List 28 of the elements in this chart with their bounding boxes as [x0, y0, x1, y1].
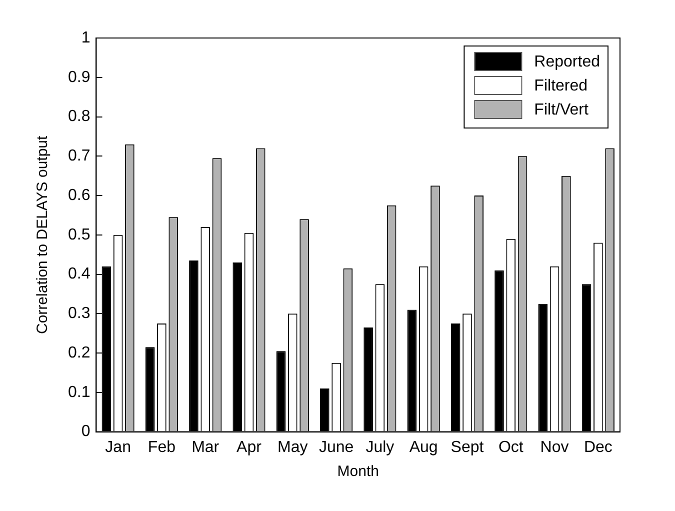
y-axis-title: Correlation to DELAYS output — [34, 134, 52, 334]
legend-label: Reported — [534, 53, 600, 70]
x-tick-label: Nov — [540, 438, 569, 456]
y-tick-label: 0.9 — [68, 68, 90, 86]
y-tick-label: 0.1 — [68, 384, 90, 401]
x-tick-label: Oct — [498, 438, 524, 456]
x-tick-label: Dec — [584, 438, 612, 456]
y-tick-label: 0.4 — [68, 266, 90, 283]
y-tick-label: 0.6 — [68, 186, 90, 204]
x-tick-label: Aug — [409, 438, 438, 456]
y-tick-label: 0.3 — [68, 305, 90, 322]
x-tick-label: May — [278, 438, 308, 456]
y-tick-label: 0 — [81, 423, 90, 440]
x-axis-title: Month — [337, 463, 379, 480]
x-tick-label: Sept — [450, 438, 484, 456]
x-tick-label: Feb — [148, 438, 176, 456]
x-tick-label: June — [318, 438, 354, 456]
y-tick-label: 0.7 — [68, 148, 90, 165]
y-tick-label: 0.8 — [68, 108, 90, 126]
legend-label: Filtered — [534, 77, 588, 94]
x-tick-label: July — [366, 438, 394, 456]
y-tick-label: 1 — [81, 29, 90, 46]
x-tick-label: Mar — [192, 438, 220, 456]
legend-label: Filt/Vert — [534, 101, 589, 118]
y-tick-label: 0.5 — [68, 226, 90, 244]
x-tick-label: Jan — [105, 438, 131, 456]
x-tick-label: Apr — [236, 438, 262, 456]
y-tick-label: 0.2 — [68, 344, 90, 362]
